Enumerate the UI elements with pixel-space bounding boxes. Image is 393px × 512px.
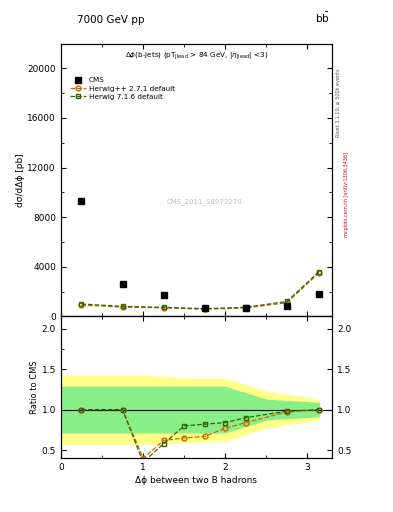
Y-axis label: dσ/dΔϕ [pb]: dσ/dΔϕ [pb] [16,153,24,207]
Text: b$\bar{\rm b}$: b$\bar{\rm b}$ [316,10,330,25]
Text: $\Delta\phi$(b-jets) (pT$_{\rm Jlead}$ > 84 GeV, |$\eta_{\rm Jlead}$| <3): $\Delta\phi$(b-jets) (pT$_{\rm Jlead}$ >… [125,50,268,62]
X-axis label: Δϕ between two B hadrons: Δϕ between two B hadrons [136,476,257,485]
Text: 7000 GeV pp: 7000 GeV pp [77,14,144,25]
Text: Rivet 3.1.10, ≥ 500k events: Rivet 3.1.10, ≥ 500k events [336,68,341,137]
Y-axis label: Ratio to CMS: Ratio to CMS [30,360,39,414]
Text: mcplots.cern.ch [arXiv:1306.3436]: mcplots.cern.ch [arXiv:1306.3436] [344,152,349,237]
Text: CMS_2011_S8973270: CMS_2011_S8973270 [167,198,242,205]
Legend: CMS, Herwig++ 2.7.1 default, Herwig 7.1.6 default: CMS, Herwig++ 2.7.1 default, Herwig 7.1.… [67,74,178,103]
